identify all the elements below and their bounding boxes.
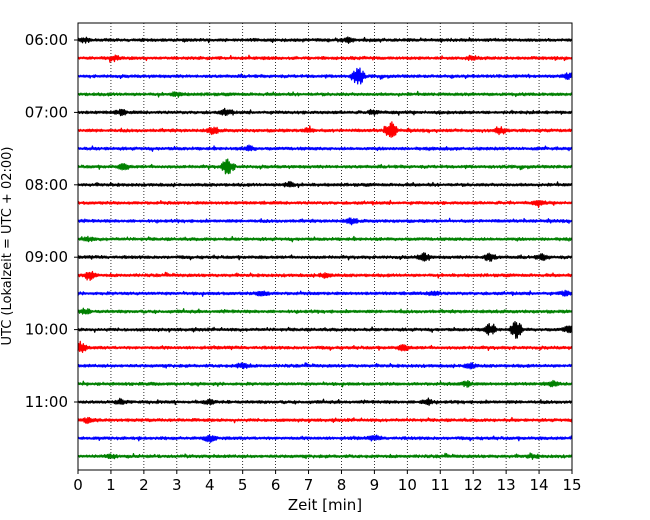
y-tick-label: 09:00 (25, 248, 68, 266)
seismic-trace (77, 67, 573, 85)
seismic-trace (77, 144, 573, 152)
x-tick-label: 5 (238, 476, 248, 494)
seismic-trace (77, 252, 573, 262)
seismic-trace (77, 307, 573, 315)
y-axis-label: UTC (Lokalzeit = UTC + 02:00) (0, 147, 15, 346)
seismic-trace (77, 158, 573, 175)
x-tick-label: 11 (431, 476, 450, 494)
seismic-trace (77, 270, 573, 281)
seismic-trace (77, 397, 573, 406)
x-tick-label: 3 (172, 476, 182, 494)
x-tick-label: 8 (337, 476, 347, 494)
x-tick-label: 2 (139, 476, 149, 494)
x-tick-label: 1 (106, 476, 116, 494)
x-tick-label: 7 (304, 476, 314, 494)
y-tick-label: 08:00 (25, 176, 68, 194)
seismic-trace (77, 90, 573, 98)
x-tick-label: 12 (464, 476, 483, 494)
x-tick-label: 9 (370, 476, 380, 494)
y-tick-label: 10:00 (25, 321, 68, 339)
x-tick-label: 13 (497, 476, 516, 494)
seismic-trace (77, 121, 573, 138)
plot-frame (77, 22, 573, 471)
x-axis-label: Zeit [min] (288, 496, 362, 514)
y-tick-label: 07:00 (25, 103, 68, 121)
seismic-trace (77, 434, 573, 443)
x-tick-label: 0 (73, 476, 83, 494)
x-axis-ticks: 0 1 2 3 4 5 6 7 8 9 10 11 12 13 14 15 (73, 470, 582, 494)
seismic-trace (77, 289, 573, 297)
x-tick-label: 15 (562, 476, 581, 494)
seismic-trace (77, 235, 573, 243)
y-tick-label: 11:00 (25, 393, 68, 411)
seismic-trace (77, 416, 573, 425)
x-tick-label: 14 (530, 476, 549, 494)
seismic-trace (77, 379, 573, 388)
seismic-trace (77, 180, 573, 189)
seismic-trace (77, 362, 573, 370)
seismic-trace (77, 452, 573, 460)
vertical-grid (110, 23, 540, 470)
seismic-trace (77, 36, 573, 44)
y-tick-label: 06:00 (25, 31, 68, 49)
x-tick-label: 10 (398, 476, 417, 494)
seismic-trace (77, 107, 573, 117)
seismic-trace (77, 321, 573, 339)
x-tick-label: 6 (271, 476, 281, 494)
x-tick-label: 4 (205, 476, 215, 494)
trace-group (77, 36, 573, 460)
seismic-trace (77, 54, 573, 63)
seismic-trace (77, 199, 573, 209)
seismic-trace (77, 340, 573, 353)
y-axis-ticks: 06:00 07:00 08:00 09:00 10:00 11:00 (25, 31, 78, 411)
seismic-trace (77, 217, 573, 226)
